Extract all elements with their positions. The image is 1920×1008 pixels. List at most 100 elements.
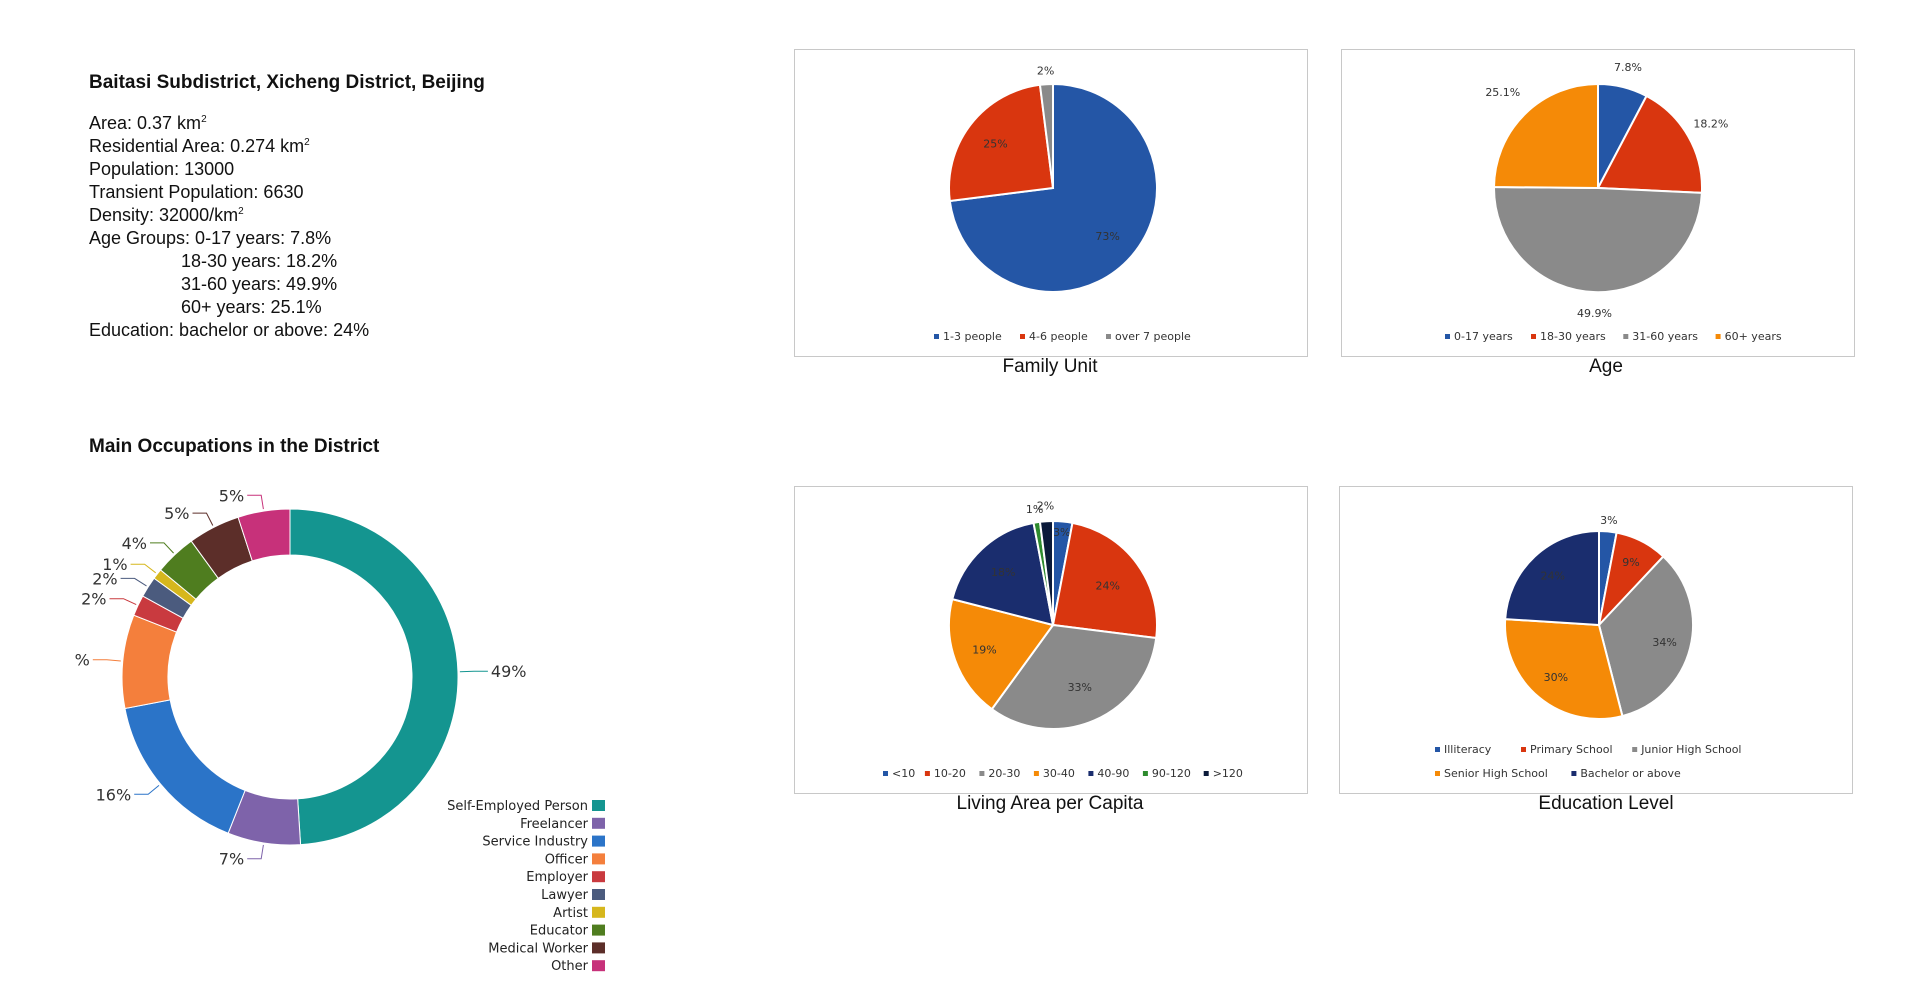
info-transient-population: Transient Population: 6630 bbox=[89, 182, 304, 202]
info-age-groups: Age Groups: 0-17 years: 7.8% bbox=[89, 228, 332, 248]
donut-slice-self-employed-person bbox=[289, 508, 459, 846]
legend-label-senior-high-school: Senior High School bbox=[1444, 767, 1548, 780]
legend-label-junior-high-school: Junior High School bbox=[1640, 743, 1741, 756]
donut-legend-swatch-service-industry bbox=[592, 835, 605, 847]
leader-line-medical-worker bbox=[192, 512, 214, 526]
pie-slice-60-years bbox=[1492, 82, 1599, 190]
data-label-18-30-years: 18.2% bbox=[1693, 118, 1728, 131]
leader-line-employer bbox=[109, 598, 137, 606]
data-label-bachelor-or-above: 24% bbox=[1540, 570, 1564, 583]
donut-legend-swatch-other bbox=[592, 960, 605, 972]
legend-label-bachelor-or-above: Bachelor or above bbox=[1580, 767, 1681, 780]
pie-slice-bachelor-or-above bbox=[1504, 529, 1600, 627]
living-area-pie: 3% 24% 33% 19% 18% 1%2% <10 10-20 20-30 30-40 40-9… bbox=[883, 500, 1243, 780]
data-label-40-90: 18% bbox=[991, 566, 1015, 579]
donut-legend-label-artist: Artist bbox=[553, 906, 588, 921]
data-label-120: 2% bbox=[1037, 500, 1054, 513]
family-unit-pie: 73% 25% 2% 1-3 people 4-6 people over 7 peopl… bbox=[934, 65, 1191, 343]
donut-slice-other bbox=[237, 508, 291, 562]
data-label-10: 3% bbox=[1053, 526, 1070, 539]
family-unit-chart: 73% 25% 2% 1-3 people 4-6 people over 7 peopl… bbox=[794, 49, 1308, 357]
education-chart: 3% 9% 34% 30% 24% Illiteracy Primary School Jun… bbox=[1339, 486, 1853, 794]
info-age-60-plus: 60+ years: 25.1% bbox=[181, 297, 322, 317]
donut-legend-label-freelancer: Freelancer bbox=[520, 817, 589, 832]
leader-line-lawyer bbox=[120, 577, 147, 587]
data-label-60-years: 25.1% bbox=[1485, 86, 1520, 99]
donut-legend-swatch-lawyer bbox=[592, 889, 605, 900]
legend-label-1-3-people: 1-3 people bbox=[943, 330, 1002, 343]
pie-slice-4-6-people bbox=[948, 83, 1055, 203]
data-label-30-40: 19% bbox=[972, 644, 996, 657]
pie-slice-over-7-people bbox=[1038, 82, 1054, 189]
pie-slice-40-90 bbox=[951, 521, 1055, 627]
occupations-donut: 49%7%16%%2%2%1%4%5%5%Self-Employed Perso… bbox=[75, 486, 605, 974]
pie-slice-30-40 bbox=[948, 597, 1055, 711]
donut-legend-swatch-artist bbox=[592, 906, 605, 918]
info-block: Baitasi Subdistrict, Xicheng District, B… bbox=[89, 72, 609, 342]
info-density: Density: 32000/km2 bbox=[89, 205, 244, 225]
pie-slice-junior-high-school bbox=[1597, 555, 1694, 718]
legend-swatch-31-60-years bbox=[1623, 334, 1629, 339]
data-label-1-3-people: 73% bbox=[1095, 230, 1119, 243]
pie-slice-20-30 bbox=[990, 623, 1158, 730]
legend-swatch-junior-high-school bbox=[1632, 747, 1638, 752]
donut-label-self-employed-person: 49% bbox=[491, 662, 527, 681]
data-label-20-30: 33% bbox=[1068, 681, 1092, 694]
legend-label-90-120: 90-120 bbox=[1152, 767, 1191, 780]
pie-slice-18-30-years bbox=[1596, 94, 1703, 194]
leader-line-service-industry bbox=[134, 785, 160, 795]
education-pie: 3% 9% 34% 30% 24% Illiteracy Primary School Jun… bbox=[1435, 514, 1741, 780]
leader-line-self-employed-person bbox=[459, 670, 488, 673]
education-caption: Education Level bbox=[1538, 793, 1674, 814]
info-age-18-30: 18-30 years: 18.2% bbox=[181, 251, 338, 271]
donut-legend-swatch-employer bbox=[592, 871, 605, 883]
data-label-primary-school: 9% bbox=[1622, 556, 1639, 569]
pie-slice-31-60-years bbox=[1492, 186, 1703, 294]
living-area-chart: 3% 24% 33% 19% 18% 1% 2% <10 10-20 20-30 30-40 40-9… bbox=[794, 486, 1308, 794]
donut-legend-label-self-employed-person: Self-Employed Person bbox=[447, 799, 588, 814]
data-label-over-7-people: 2% bbox=[1037, 65, 1054, 78]
legend-swatch-120 bbox=[1203, 771, 1209, 776]
info-education: Education: bachelor or above: 24% bbox=[89, 320, 370, 340]
pie-slice-10-20 bbox=[1051, 521, 1158, 640]
data-label-10-20: 24% bbox=[1095, 579, 1119, 592]
legend-label-10: <10 bbox=[892, 767, 915, 780]
donut-legend-label-educator: Educator bbox=[530, 924, 589, 939]
donut-legend-swatch-educator bbox=[592, 924, 605, 936]
legend-label-0-17-years: 0-17 years bbox=[1454, 330, 1513, 343]
legend-label-10-20: 10-20 bbox=[934, 767, 966, 780]
family-unit-caption: Family Unit bbox=[1002, 356, 1098, 377]
donut-label-lawyer: 2% bbox=[92, 569, 117, 588]
legend-swatch-90-120 bbox=[1142, 771, 1148, 776]
donut-label-artist: 1% bbox=[102, 555, 127, 574]
legend-label-120: >120 bbox=[1213, 767, 1243, 780]
donut-label-freelancer: 7% bbox=[219, 850, 244, 869]
legend-label-18-30-years: 18-30 years bbox=[1540, 330, 1606, 343]
donut-label-educator: 4% bbox=[122, 534, 147, 553]
legend-swatch-40-90 bbox=[1088, 771, 1094, 776]
donut-legend-label-officer: Officer bbox=[545, 852, 589, 867]
data-label-senior-high-school: 30% bbox=[1544, 671, 1568, 684]
age-caption: Age bbox=[1589, 356, 1623, 377]
info-title: Baitasi Subdistrict, Xicheng District, B… bbox=[89, 72, 485, 93]
data-label-4-6-people: 25% bbox=[983, 137, 1007, 150]
donut-legend-label-other: Other bbox=[551, 959, 589, 974]
legend-label-30-40: 30-40 bbox=[1043, 767, 1075, 780]
data-label-0-17-years: 7.8% bbox=[1614, 61, 1642, 74]
donut-label-employer: 2% bbox=[81, 590, 106, 609]
legend-swatch-bachelor-or-above bbox=[1571, 771, 1577, 776]
age-chart: 7.8% 18.2% 49.9% 25.1% 0-17 years 18-30 years… bbox=[1341, 49, 1855, 357]
leader-line-freelancer bbox=[247, 844, 264, 860]
legend-swatch-0-17-years bbox=[1445, 334, 1450, 339]
donut-legend-swatch-medical-worker bbox=[592, 942, 605, 954]
leader-line-officer bbox=[92, 659, 121, 662]
legend-swatch-60-years bbox=[1715, 334, 1721, 339]
donut-legend-label-lawyer: Lawyer bbox=[541, 888, 589, 903]
legend-swatch-18-30-years bbox=[1531, 334, 1536, 339]
legend-label-illiteracy: Illiteracy bbox=[1444, 743, 1492, 756]
legend-label-over-7-people: over 7 people bbox=[1115, 330, 1191, 343]
legend-label-40-90: 40-90 bbox=[1097, 767, 1129, 780]
leader-line-other bbox=[247, 494, 264, 510]
info-population: Population: 13000 bbox=[89, 159, 235, 179]
donut-legend-swatch-self-employed-person bbox=[592, 800, 605, 811]
